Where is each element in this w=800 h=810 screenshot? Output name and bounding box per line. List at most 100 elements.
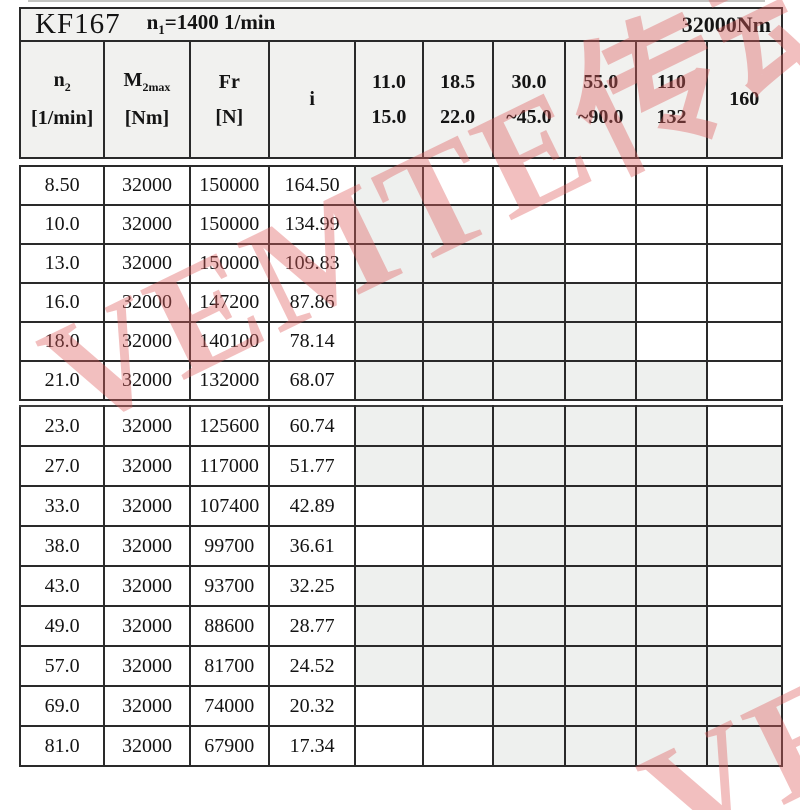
m2max-cell: 32000 — [103, 204, 191, 245]
power-cell-shaded — [491, 405, 567, 447]
power-cell — [705, 243, 784, 284]
power-cell-shaded — [354, 204, 424, 245]
power-bottom: ~90.0 — [578, 105, 624, 128]
power-top: 11.0 — [371, 70, 406, 93]
power-cell-shaded — [635, 725, 708, 767]
power-cell-shaded — [491, 685, 567, 727]
table-row: 8.50 32000 150000 164.50 — [18, 165, 784, 206]
power-cell — [354, 725, 424, 767]
ratio-table-lower: 23.0 32000 125600 60.74 27.0 32000 117000 51.77… — [18, 405, 784, 767]
power-cell-shaded — [635, 485, 708, 527]
n2-symbol: n — [53, 69, 65, 92]
power-top: 18.5 — [440, 70, 476, 93]
table-row: 21.0 32000 132000 68.07 — [18, 360, 784, 401]
power-cell-shaded — [421, 243, 494, 284]
power-cell-shaded — [564, 282, 638, 323]
col-header-fr: Fr [N] — [188, 40, 270, 159]
power-cell-shaded — [564, 525, 638, 567]
power-bottom: 15.0 — [371, 105, 407, 128]
fr-cell: 150000 — [188, 165, 270, 206]
m2max-unit: [Nm] — [124, 106, 170, 129]
i-cell: 87.86 — [267, 282, 357, 323]
power-top: 110 — [657, 70, 686, 93]
power-cell-shaded — [635, 525, 708, 567]
power-cell-shaded — [354, 605, 424, 647]
power-cell — [635, 204, 708, 245]
power-cell-shaded — [354, 645, 424, 687]
power-cell — [354, 525, 424, 567]
max-torque: 32000Nm — [681, 11, 771, 37]
m2max-cell: 32000 — [103, 360, 191, 401]
power-cell — [635, 243, 708, 284]
table-row: 81.0 32000 67900 17.34 — [18, 725, 784, 767]
fr-cell: 117000 — [188, 445, 270, 487]
n2-cell: 69.0 — [18, 685, 106, 727]
i-cell: 28.77 — [267, 605, 357, 647]
power-cell-shaded — [421, 204, 494, 245]
n2-cell: 8.50 — [18, 165, 106, 206]
power-cell — [705, 605, 784, 647]
i-cell: 68.07 — [267, 360, 357, 401]
fr-cell: 99700 — [188, 525, 270, 567]
n2-cell: 10.0 — [18, 204, 106, 245]
power-cell-shaded — [354, 243, 424, 284]
fr-cell: 81700 — [188, 645, 270, 687]
i-cell: 42.89 — [267, 485, 357, 527]
fr-cell: 125600 — [188, 405, 270, 447]
header-row: n2 [1/min] M2max [Nm] Fr [N] — [18, 40, 784, 159]
power-cell — [635, 321, 708, 362]
i-cell: 164.50 — [267, 165, 357, 206]
title-bar: KF167 n1=1400 1/min 32000Nm — [19, 7, 783, 42]
i-cell: 24.52 — [267, 645, 357, 687]
power-cell-shaded — [635, 445, 708, 487]
power-cell-shaded — [491, 360, 567, 401]
power-cell — [705, 204, 784, 245]
cropped-row-remnant — [28, 0, 765, 2]
fr-cell: 147200 — [188, 282, 270, 323]
fr-cell: 93700 — [188, 565, 270, 607]
power-cell-shaded — [564, 605, 638, 647]
power-cell-shaded — [635, 360, 708, 401]
n2-unit: [1/min] — [31, 106, 94, 129]
power-cell-shaded — [421, 605, 494, 647]
n2-cell: 27.0 — [18, 445, 106, 487]
fr-cell: 67900 — [188, 725, 270, 767]
i-cell: 32.25 — [267, 565, 357, 607]
power-cell — [705, 165, 784, 206]
col-header-i: i — [267, 40, 357, 159]
power-cell — [491, 204, 567, 245]
m2max-cell: 32000 — [103, 565, 191, 607]
table-row: 18.0 32000 140100 78.14 — [18, 321, 784, 362]
col-header-power-30-45: 30.0 ~45.0 — [491, 40, 567, 159]
table-row: 13.0 32000 150000 109.83 — [18, 243, 784, 284]
power-cell — [635, 165, 708, 206]
table-row: 57.0 32000 81700 24.52 — [18, 645, 784, 687]
fr-cell: 107400 — [188, 485, 270, 527]
power-cell-shaded — [491, 243, 567, 284]
n2-cell: 49.0 — [18, 605, 106, 647]
power-cell — [705, 360, 784, 401]
power-cell-shaded — [354, 282, 424, 323]
table-row: 33.0 32000 107400 42.89 — [18, 485, 784, 527]
power-cell — [635, 282, 708, 323]
power-cell — [705, 565, 784, 607]
power-cell-shaded — [421, 360, 494, 401]
m2max-subscript: 2max — [142, 80, 171, 95]
fr-cell: 132000 — [188, 360, 270, 401]
table-row: 27.0 32000 117000 51.77 — [18, 445, 784, 487]
model-code: KF167 — [35, 8, 121, 40]
power-cell-shaded — [354, 321, 424, 362]
power-cell-shaded — [564, 321, 638, 362]
n2-cell: 23.0 — [18, 405, 106, 447]
spec-sheet: KF167 n1=1400 1/min 32000Nm n2 [1/min] M… — [18, 7, 784, 767]
n2-cell: 33.0 — [18, 485, 106, 527]
i-cell: 51.77 — [267, 445, 357, 487]
n2-subscript: 2 — [64, 80, 71, 95]
power-bottom: ~45.0 — [506, 105, 552, 128]
n2-cell: 21.0 — [18, 360, 106, 401]
fr-symbol: Fr — [218, 70, 240, 93]
power-cell-shaded — [705, 525, 784, 567]
power-cell-shaded — [705, 445, 784, 487]
power-cell-shaded — [491, 445, 567, 487]
